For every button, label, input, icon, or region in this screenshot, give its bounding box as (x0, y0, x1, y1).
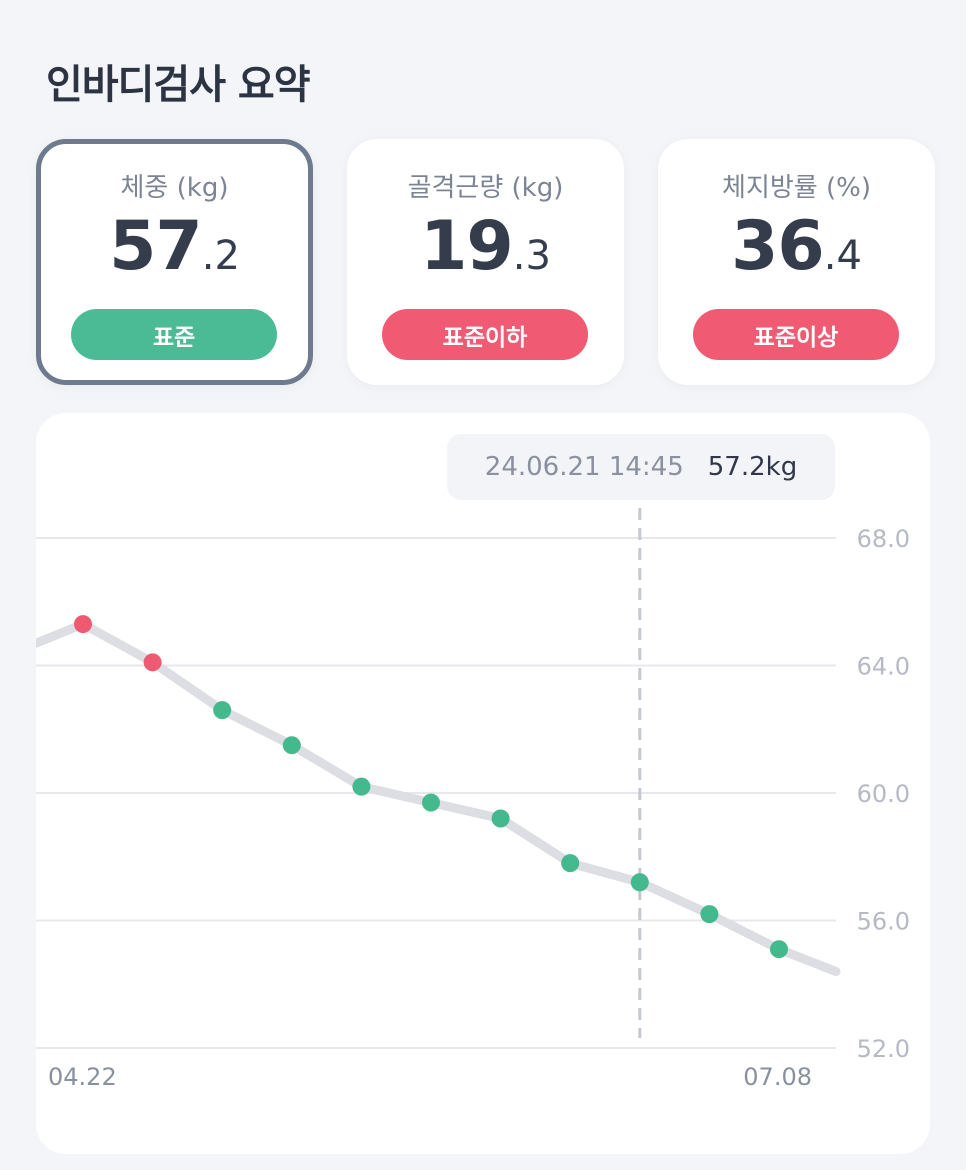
card-value: 19.3 (347, 213, 624, 281)
weight-trend-chart[interactable]: 68.0 64.0 60.0 56.0 52.0 04.22 07.08 (36, 413, 930, 1154)
card-weight[interactable]: 체중 (kg) 57.2 표준 (36, 139, 313, 385)
tooltip-value: 57.2kg (707, 452, 798, 482)
value-integer: 36 (731, 207, 825, 286)
y-tick-label: 56.0 (857, 908, 910, 936)
chart-tooltip: 24.06.21 14:45 57.2kg (447, 434, 835, 500)
x-label-end: 07.08 (743, 1063, 812, 1091)
card-body-fat[interactable]: 체지방률 (%) 36.4 표준이상 (658, 139, 935, 385)
data-point (422, 793, 440, 812)
data-point (491, 809, 510, 828)
y-tick-label: 64.0 (857, 653, 910, 681)
data-point (352, 777, 371, 796)
data-point (282, 736, 301, 755)
data-point (770, 940, 788, 959)
status-badge: 표준 (71, 309, 277, 360)
card-skeletal-muscle[interactable]: 골격근량 (kg) 19.3 표준이하 (347, 139, 624, 385)
data-point (213, 701, 232, 720)
status-badge: 표준이상 (693, 309, 899, 360)
card-label: 골격근량 (kg) (407, 173, 564, 203)
tooltip-datetime: 24.06.21 14:45 (484, 452, 684, 482)
value-integer: 57 (109, 207, 203, 286)
data-point (74, 615, 92, 634)
card-label: 체중 (kg) (120, 173, 229, 203)
y-tick-label: 68.0 (857, 525, 910, 553)
status-badge: 표준이하 (382, 309, 588, 360)
y-tick-label: 60.0 (857, 780, 910, 808)
card-value: 57.2 (41, 213, 308, 281)
data-point (700, 905, 719, 924)
card-value: 36.4 (658, 213, 935, 281)
data-point (561, 854, 580, 873)
card-label: 체지방률 (%) (722, 173, 871, 203)
value-decimal: .3 (512, 233, 551, 279)
x-label-start: 04.22 (48, 1063, 117, 1091)
y-tick-label: 52.0 (857, 1035, 910, 1063)
value-decimal: .2 (201, 233, 240, 279)
value-integer: 19 (420, 207, 514, 286)
data-point (630, 873, 649, 892)
chart-card[interactable]: 68.0 64.0 60.0 56.0 52.0 04.22 07.08 24.06.21 … (36, 413, 930, 1154)
data-point (143, 653, 162, 672)
value-decimal: .4 (823, 233, 862, 279)
page-title: 인바디검사 요약 (46, 62, 311, 108)
